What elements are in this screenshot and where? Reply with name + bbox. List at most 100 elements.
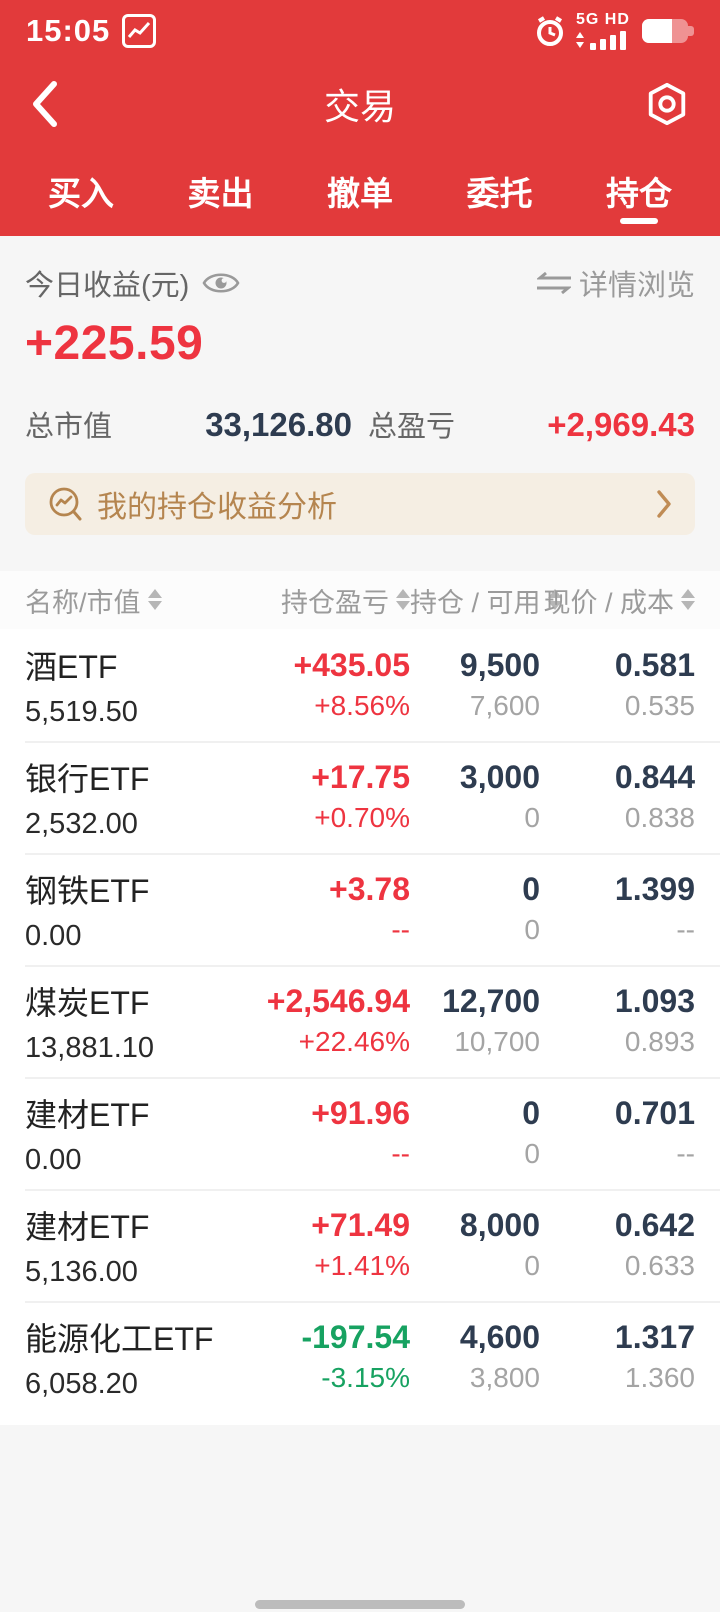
row-market-value: 0.00 xyxy=(25,1143,82,1176)
position-row[interactable]: 能源化工ETF 6,058.20 -197.54 -3.15% 4,600 3,… xyxy=(0,1301,720,1413)
cost-price: 0.633 xyxy=(624,1250,695,1282)
position-cell: 12,700 10,700 xyxy=(410,983,540,1058)
home-indicator[interactable] xyxy=(255,1600,465,1609)
signal-bars-icon xyxy=(576,30,632,50)
position-row[interactable]: 建材ETF 0.00 +91.96 -- 0 0 0.701 -- xyxy=(0,1077,720,1189)
sort-icon xyxy=(147,588,162,610)
row-market-value: 0.00 xyxy=(25,919,82,952)
analysis-chart-icon xyxy=(49,487,82,521)
position-row[interactable]: 煤炭ETF 13,881.10 +2,546.94 +22.46% 12,700… xyxy=(0,965,720,1077)
price-cell: 0.844 0.838 xyxy=(540,759,695,834)
available-qty: 0 xyxy=(524,914,540,946)
nav-bar: 交易 xyxy=(0,62,720,146)
pnl-cell: +2,546.94 +22.46% xyxy=(245,983,410,1058)
position-row[interactable]: 建材ETF 5,136.00 +71.49 +1.41% 8,000 0 0.6… xyxy=(0,1189,720,1301)
current-price: 0.701 xyxy=(614,1095,695,1131)
status-left: 15:05 xyxy=(26,13,157,49)
available-qty: 0 xyxy=(524,1138,540,1170)
tab-label: 买入 xyxy=(48,175,114,212)
tab-label: 委托 xyxy=(466,175,533,212)
position-qty: 0 xyxy=(522,1095,540,1131)
market-value-label: 总市值 xyxy=(25,411,113,443)
position-cell: 0 0 xyxy=(410,1095,540,1170)
stock-name: 银行ETF xyxy=(25,760,150,797)
positions-table: 名称/市值 持仓盈亏 持仓 / 可用 现价 / 成本 酒ETF 5,519.50… xyxy=(0,571,720,1425)
cost-price: -- xyxy=(676,1138,695,1170)
tab[interactable]: 持仓 xyxy=(598,146,680,236)
today-profit-label: 今日收益(元) xyxy=(25,270,190,302)
available-qty: 7,600 xyxy=(469,690,540,722)
position-qty: 3,000 xyxy=(459,759,540,795)
stock-name: 建材ETF xyxy=(25,1208,150,1245)
today-profit-value: +225.59 xyxy=(25,317,204,370)
sort-icon xyxy=(396,588,410,610)
back-button[interactable] xyxy=(30,74,90,134)
name-cell: 酒ETF 5,519.50 xyxy=(25,642,245,729)
position-cell: 9,500 7,600 xyxy=(410,647,540,722)
cost-price: -- xyxy=(676,914,695,946)
tab[interactable]: 撤单 xyxy=(319,146,401,236)
pnl-cell: +91.96 -- xyxy=(245,1095,410,1170)
tab-active-indicator xyxy=(620,218,658,224)
price-cell: 1.399 -- xyxy=(540,871,695,946)
tab[interactable]: 买入 xyxy=(40,146,122,236)
header-name-market-value[interactable]: 名称/市值 xyxy=(25,581,245,620)
name-cell: 建材ETF 0.00 xyxy=(25,1090,245,1177)
tab[interactable]: 委托 xyxy=(459,146,541,236)
position-qty: 12,700 xyxy=(442,983,540,1019)
position-qty: 9,500 xyxy=(459,647,540,683)
position-qty: 0 xyxy=(522,871,540,907)
alarm-icon xyxy=(534,15,566,47)
eye-toggle[interactable] xyxy=(201,268,241,298)
network-type-label: 5G HD xyxy=(576,11,630,28)
summary-section: 今日收益(元) 详情浏览 +225.59 总市值 33,126.80 总盈亏 +… xyxy=(0,236,720,535)
pnl-cell: +71.49 +1.41% xyxy=(245,1207,410,1282)
header-position-available[interactable]: 持仓 / 可用 xyxy=(410,581,562,620)
positions-table-body: 酒ETF 5,519.50 +435.05 +8.56% 9,500 7,600… xyxy=(0,629,720,1413)
pnl-value: +71.49 xyxy=(311,1207,410,1243)
position-row[interactable]: 银行ETF 2,532.00 +17.75 +0.70% 3,000 0 0.8… xyxy=(0,741,720,853)
page-title: 交易 xyxy=(323,86,396,127)
available-qty: 0 xyxy=(524,802,540,834)
cost-price: 0.838 xyxy=(624,802,695,834)
position-qty: 4,600 xyxy=(459,1319,540,1355)
tab-label: 撤单 xyxy=(327,175,393,212)
pnl-cell: +17.75 +0.70% xyxy=(245,759,410,834)
position-qty: 8,000 xyxy=(459,1207,540,1243)
floating-window-icon xyxy=(122,14,157,48)
pnl-percent: +8.56% xyxy=(314,690,410,722)
position-row[interactable]: 酒ETF 5,519.50 +435.05 +8.56% 9,500 7,600… xyxy=(0,629,720,741)
pnl-percent: +0.70% xyxy=(314,802,410,834)
position-row[interactable]: 钢铁ETF 0.00 +3.78 -- 0 0 1.399 -- xyxy=(0,853,720,965)
analysis-banner[interactable]: 我的持仓收益分析 xyxy=(25,473,695,535)
eye-icon xyxy=(202,273,240,293)
tab-label: 持仓 xyxy=(606,175,672,212)
stock-name: 酒ETF xyxy=(25,648,118,685)
pnl-percent: -3.15% xyxy=(321,1362,410,1394)
header-price-cost[interactable]: 现价 / 成本 xyxy=(540,581,695,620)
sort-icon xyxy=(547,588,562,610)
status-right: 5G HD xyxy=(534,12,694,50)
detail-browse-link[interactable]: 详情浏览 xyxy=(536,262,695,304)
chevron-right-icon xyxy=(655,489,673,519)
analysis-banner-label: 我的持仓收益分析 xyxy=(97,491,337,524)
price-cell: 0.701 -- xyxy=(540,1095,695,1170)
stock-name: 钢铁ETF xyxy=(25,872,150,909)
detail-browse-label: 详情浏览 xyxy=(578,270,695,302)
current-price: 1.317 xyxy=(614,1319,695,1355)
total-pnl-label: 总盈亏 xyxy=(368,411,456,443)
hexagon-settings-icon xyxy=(648,82,686,126)
sort-icon xyxy=(681,588,695,610)
tab[interactable]: 卖出 xyxy=(180,146,262,236)
settings-button[interactable] xyxy=(630,74,690,134)
clock-text: 15:05 xyxy=(26,13,111,48)
swap-arrows-icon xyxy=(536,271,571,295)
name-cell: 钢铁ETF 0.00 xyxy=(25,866,245,953)
current-price: 1.399 xyxy=(614,871,695,907)
pnl-cell: +435.05 +8.56% xyxy=(245,647,410,722)
battery-icon xyxy=(642,17,694,45)
position-cell: 8,000 0 xyxy=(410,1207,540,1282)
app-header: 15:05 5G HD xyxy=(0,0,720,236)
pnl-value: +17.75 xyxy=(311,759,410,795)
header-position-pnl[interactable]: 持仓盈亏 xyxy=(245,581,410,620)
